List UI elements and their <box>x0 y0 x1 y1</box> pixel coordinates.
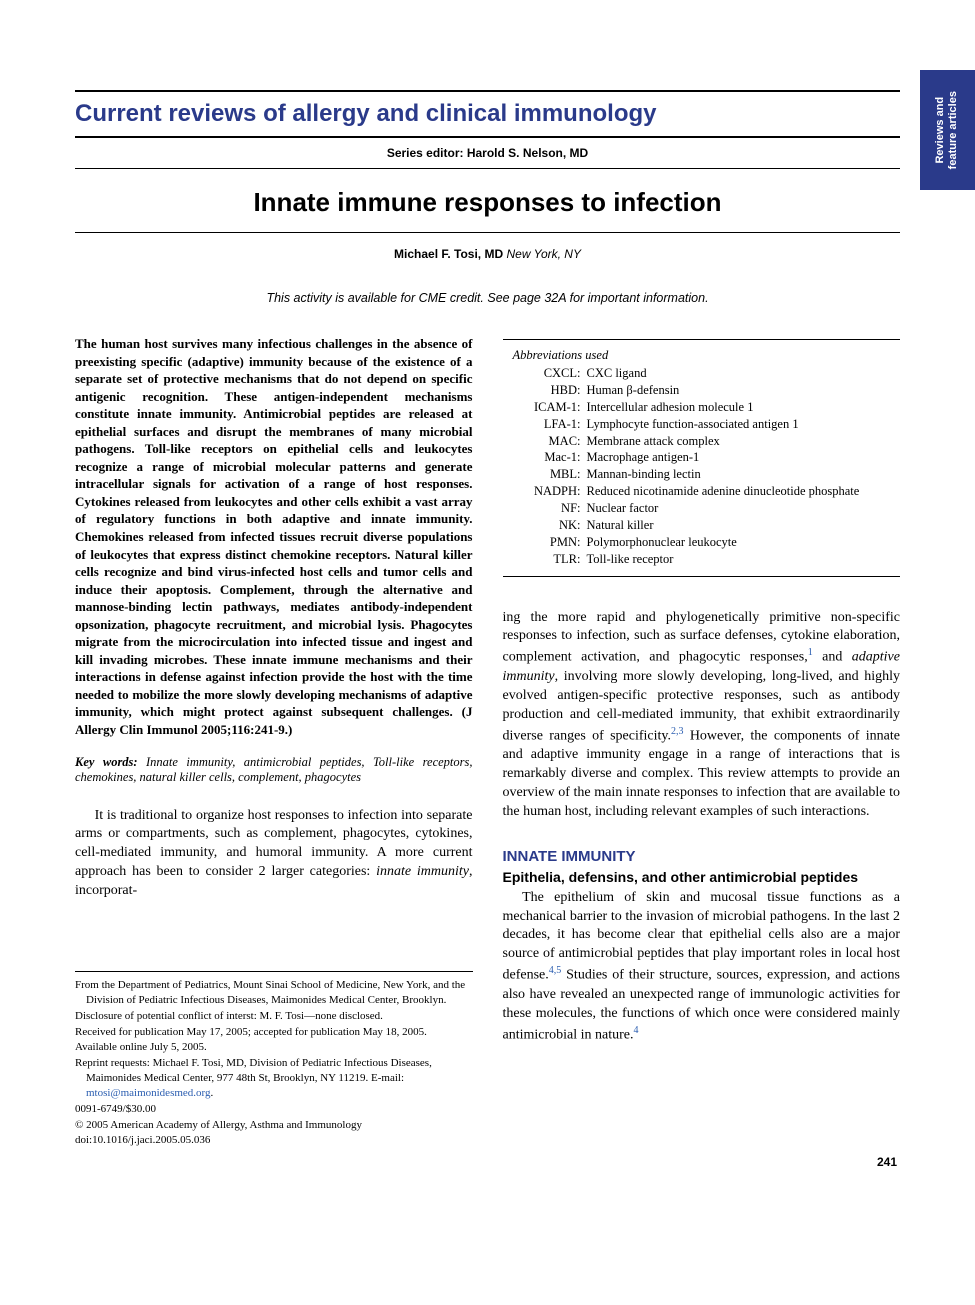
section-para: The epithelium of skin and mucosal tissu… <box>503 889 901 1045</box>
footnote-received: Received for publication May 17, 2005; a… <box>75 1025 473 1040</box>
body-text-2: and <box>813 650 852 665</box>
abbr-row: NK:Natural killer <box>507 517 897 534</box>
abbr-row: LFA-1:Lymphocyte function-associated ant… <box>507 416 897 433</box>
footnote-online: Available online July 5, 2005. <box>75 1040 473 1055</box>
abbr-val: Natural killer <box>585 517 897 534</box>
abbr-row: MAC:Membrane attack complex <box>507 433 897 450</box>
abbr-rows: CXCL:CXC ligandHBD:Human β-defensinICAM-… <box>507 365 897 568</box>
footnote-doi: doi:10.1016/j.jaci.2005.05.036 <box>75 1133 473 1148</box>
page-number: 241 <box>877 1155 897 1169</box>
abbr-val: CXC ligand <box>585 365 897 382</box>
abbr-key: PMN: <box>507 534 585 551</box>
abbr-key: HBD: <box>507 382 585 399</box>
series-editor: Series editor: Harold S. Nelson, MD <box>75 138 900 169</box>
footnote-reprint: Reprint requests: Michael F. Tosi, MD, D… <box>75 1056 473 1101</box>
abbr-val: Reduced nicotinamide adenine dinucleotid… <box>585 483 897 500</box>
keywords: Key words: Innate immunity, antimicrobia… <box>75 755 473 785</box>
abbr-row: Mac-1:Macrophage antigen-1 <box>507 449 897 466</box>
author-name: Michael F. Tosi, MD <box>394 247 503 261</box>
ref-45[interactable]: 4,5 <box>549 965 562 976</box>
abbr-val: Lymphocyte function-associated antigen 1 <box>585 416 897 433</box>
abbr-row: HBD:Human β-defensin <box>507 382 897 399</box>
abbr-key: Mac-1: <box>507 449 585 466</box>
abbr-key: MBL: <box>507 466 585 483</box>
abbr-key: NK: <box>507 517 585 534</box>
abbr-row: TLR:Toll-like receptor <box>507 551 897 568</box>
abbr-val: Polymorphonuclear leukocyte <box>585 534 897 551</box>
abbr-row: NADPH:Reduced nicotinamide adenine dinuc… <box>507 483 897 500</box>
abstract: The human host survives many infectious … <box>75 335 473 739</box>
abbr-key: MAC: <box>507 433 585 450</box>
intro-italic-1: innate immunity <box>376 864 469 879</box>
series-header: Current reviews of allergy and clinical … <box>75 90 900 138</box>
abbr-val: Macrophage antigen-1 <box>585 449 897 466</box>
abbr-key: NF: <box>507 500 585 517</box>
abbr-key: LFA-1: <box>507 416 585 433</box>
ref-4[interactable]: 4 <box>634 1025 639 1036</box>
page-container: Current reviews of allergy and clinical … <box>0 0 975 1199</box>
abbr-val: Toll-like receptor <box>585 551 897 568</box>
abbr-row: PMN:Polymorphonuclear leukocyte <box>507 534 897 551</box>
footnote-copyright: © 2005 American Academy of Allergy, Asth… <box>75 1118 473 1133</box>
two-column-layout: The human host survives many infectious … <box>75 335 900 1149</box>
abbr-val: Intercellular adhesion molecule 1 <box>585 399 897 416</box>
abbr-key: ICAM-1: <box>507 399 585 416</box>
abbreviations-box: Abbreviations used CXCL:CXC ligandHBD:Hu… <box>503 339 901 577</box>
cme-note: This activity is available for CME credi… <box>75 265 900 335</box>
footnotes: From the Department of Pediatrics, Mount… <box>75 971 473 1148</box>
article-title: Innate immune responses to infection <box>75 169 900 233</box>
footnote-disclosure: Disclosure of potential conflict of inte… <box>75 1009 473 1024</box>
abbr-row: MBL:Mannan-binding lectin <box>507 466 897 483</box>
abbr-val: Nuclear factor <box>585 500 897 517</box>
section-text-2: Studies of their structure, sources, exp… <box>503 968 901 1042</box>
abbr-row: CXCL:CXC ligand <box>507 365 897 382</box>
right-column: Abbreviations used CXCL:CXC ligandHBD:Hu… <box>503 335 901 1149</box>
abbr-row: ICAM-1:Intercellular adhesion molecule 1 <box>507 399 897 416</box>
footnote-issn: 0091-6749/$30.00 <box>75 1102 473 1117</box>
keywords-label: Key words: <box>75 755 138 769</box>
left-column: The human host survives many infectious … <box>75 335 473 1149</box>
footnote-email[interactable]: mtosi@maimonidesmed.org <box>86 1087 211 1099</box>
abbr-header: Abbreviations used <box>507 348 897 363</box>
abbr-val: Mannan-binding lectin <box>585 466 897 483</box>
ref-23[interactable]: 2,3 <box>671 726 684 737</box>
section-head: INNATE IMMUNITY <box>503 848 901 865</box>
abbr-key: NADPH: <box>507 483 585 500</box>
intro-para-left: It is traditional to organize host respo… <box>75 807 473 901</box>
abbr-row: NF:Nuclear factor <box>507 500 897 517</box>
author-location: New York, NY <box>506 247 580 261</box>
abbr-key: TLR: <box>507 551 585 568</box>
abbr-val: Membrane attack complex <box>585 433 897 450</box>
footnote-from: From the Department of Pediatrics, Mount… <box>75 978 473 1008</box>
subsection-head: Epithelia, defensins, and other antimicr… <box>503 869 901 885</box>
author-line: Michael F. Tosi, MD New York, NY <box>75 233 900 265</box>
intro-para-right: ing the more rapid and phylogenetically … <box>503 609 901 822</box>
abbr-val: Human β-defensin <box>585 382 897 399</box>
abbr-key: CXCL: <box>507 365 585 382</box>
